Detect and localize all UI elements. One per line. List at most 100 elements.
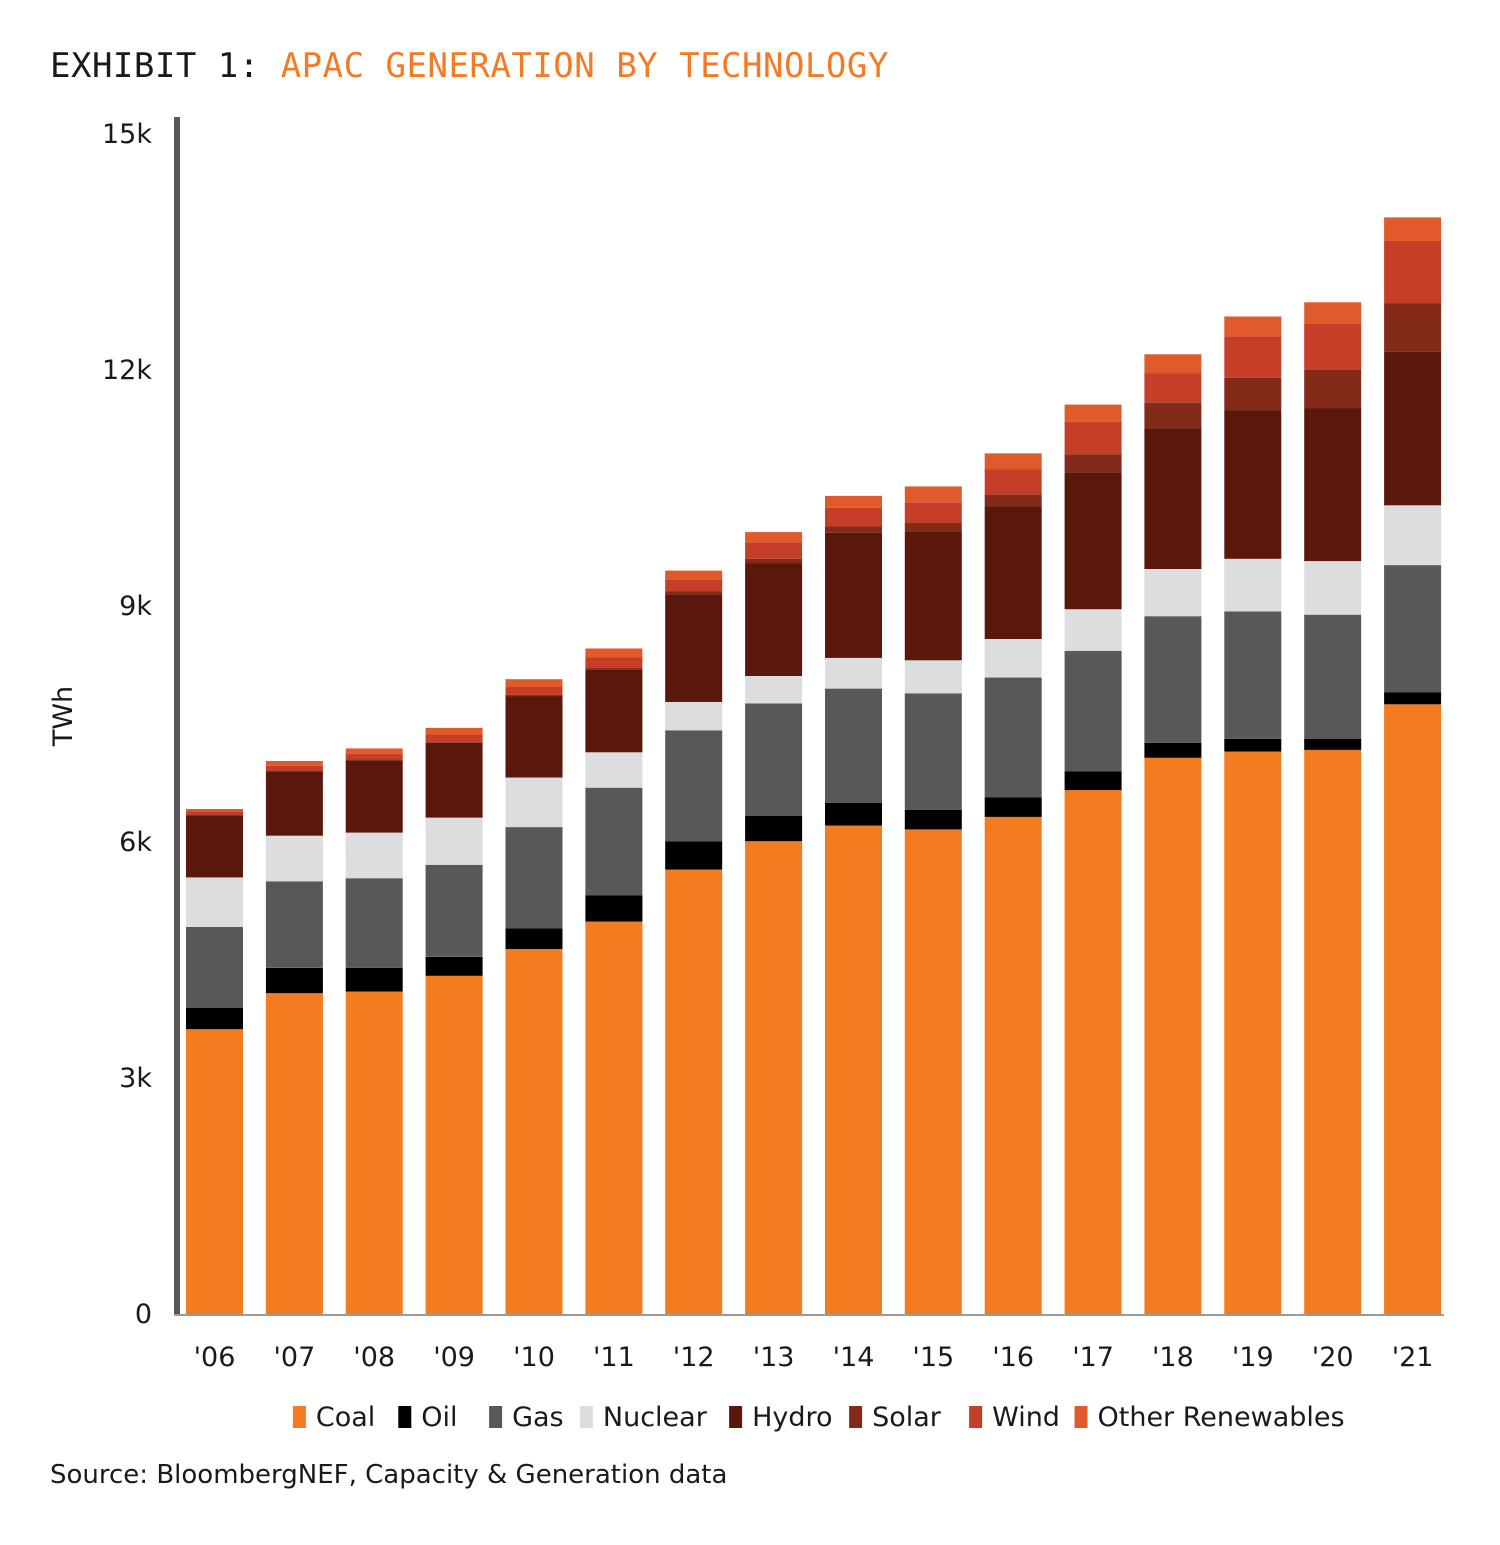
bar-segment-nuclear [585, 752, 643, 788]
bar-segment-nuclear [1304, 561, 1362, 615]
bar-segment-other-renewables [1144, 354, 1202, 374]
bar-segment-wind [984, 469, 1042, 495]
bar-segment-solar [1064, 454, 1122, 473]
bar-segment-nuclear [425, 817, 483, 865]
bar-segment-hydro [1384, 351, 1442, 506]
bar-segment-coal [665, 869, 723, 1314]
bar-segment-coal [745, 841, 803, 1314]
legend-swatch-coal [292, 1406, 306, 1428]
bar-segment-oil [1144, 742, 1202, 758]
bar-segment-other-renewables [186, 809, 243, 812]
x-tick-label: '18 [1152, 1342, 1194, 1373]
bar-segment-nuclear [186, 877, 243, 927]
bar-segment-nuclear [665, 702, 723, 731]
bar-segment-wind [265, 765, 323, 771]
bar-segment-gas [345, 878, 403, 968]
bar-segment-nuclear [1064, 609, 1122, 651]
bar-segment-coal [904, 829, 962, 1314]
bar-segment-hydro [1224, 410, 1282, 559]
bar-segment-coal [585, 921, 643, 1314]
bar-segment-hydro [186, 815, 243, 878]
bar-segment-wind [745, 542, 803, 559]
bar-segment-solar [745, 558, 803, 564]
bar-segment-gas [265, 881, 323, 968]
bar-segment-gas [505, 827, 563, 929]
x-axis-line [174, 1314, 1444, 1316]
bar-segment-gas [745, 703, 803, 816]
bar-segment-other-renewables [1384, 217, 1442, 241]
bar-segment-solar [665, 591, 723, 595]
y-tick-label: 12k [102, 355, 152, 386]
x-tick-label: '07 [274, 1342, 316, 1373]
bar-segment-solar [1304, 370, 1362, 409]
bar-segment-hydro [265, 771, 323, 836]
bar-segment-solar [1144, 402, 1202, 429]
bar-segment-hydro [745, 563, 803, 676]
bar-segment-oil [904, 809, 962, 830]
bar-segment-nuclear [825, 657, 882, 689]
bar-segment-gas [186, 927, 243, 1008]
y-tick-label: 6k [119, 827, 152, 858]
bar-segment-coal [825, 825, 882, 1314]
bar-segment-solar [345, 759, 403, 761]
bar-segment-hydro [904, 531, 962, 661]
bar-segment-gas [585, 787, 643, 896]
chart-title: EXHIBIT 1: APAC GENERATION BY TECHNOLOGY [50, 46, 889, 86]
bar-segment-wind [1384, 241, 1442, 304]
legend-swatch-hydro [729, 1406, 743, 1428]
bar-segment-wind [1144, 373, 1202, 403]
bar-segment-gas [665, 730, 723, 842]
bar-segment-wind [1224, 336, 1282, 378]
bar-segment-solar [585, 667, 643, 670]
bar-segment-other-renewables [904, 486, 962, 503]
bar-segment-oil [1304, 738, 1362, 750]
bar-segment-wind [1064, 421, 1122, 455]
bar-segment-hydro [825, 532, 882, 658]
x-tick-label: '11 [593, 1342, 635, 1373]
bar-segment-oil [186, 1008, 243, 1030]
bar-segment-gas [1224, 611, 1282, 739]
bar-segment-other-renewables [585, 648, 643, 658]
legend-swatch-wind [969, 1406, 983, 1428]
bar-segment-hydro [505, 696, 563, 778]
y-tick-label: 9k [119, 591, 152, 622]
bar-segment-wind [505, 687, 563, 695]
bar-segment-wind [825, 507, 882, 527]
bar-segment-other-renewables [825, 495, 882, 508]
legend-label: Coal [316, 1402, 375, 1433]
x-tick-label: '08 [353, 1342, 395, 1373]
bar-segment-oil [745, 816, 803, 842]
bar-segment-oil [265, 967, 323, 994]
legend-swatch-solar [849, 1406, 863, 1428]
bar-segment-coal [1384, 704, 1442, 1314]
bar-segment-nuclear [1144, 569, 1202, 617]
x-tick-label: '21 [1392, 1342, 1434, 1373]
bar-segment-gas [1144, 616, 1202, 743]
x-tick-label: '20 [1312, 1342, 1354, 1373]
bar-segment-hydro [345, 760, 403, 833]
bar-segment-other-renewables [345, 748, 403, 754]
bar-segment-coal [186, 1029, 243, 1314]
bar-segment-other-renewables [1064, 404, 1122, 422]
bar-segment-gas [1384, 565, 1442, 693]
source-note: Source: BloombergNEF, Capacity & Generat… [50, 1460, 728, 1490]
x-tick-label: '13 [753, 1342, 795, 1373]
bar-segment-nuclear [1224, 558, 1282, 612]
legend-swatch-oil [398, 1406, 412, 1428]
bar-segment-nuclear [345, 832, 403, 879]
bar-segment-other-renewables [1304, 302, 1362, 324]
bar-segment-oil [585, 895, 643, 922]
bar-segment-coal [345, 991, 403, 1314]
bar-segment-wind [904, 502, 962, 523]
bar-segment-oil [984, 797, 1042, 817]
bar-segment-nuclear [1384, 505, 1442, 566]
bar-segment-oil [505, 928, 563, 949]
legend-label: Nuclear [603, 1402, 708, 1433]
bar-segment-oil [345, 967, 403, 992]
bar-segment-hydro [585, 669, 643, 753]
bar-segment-oil [425, 956, 483, 976]
bar-segment-solar [825, 526, 882, 533]
bar-segment-hydro [1304, 408, 1362, 562]
bar-segment-gas [1064, 650, 1122, 772]
legend-label: Gas [512, 1402, 564, 1433]
